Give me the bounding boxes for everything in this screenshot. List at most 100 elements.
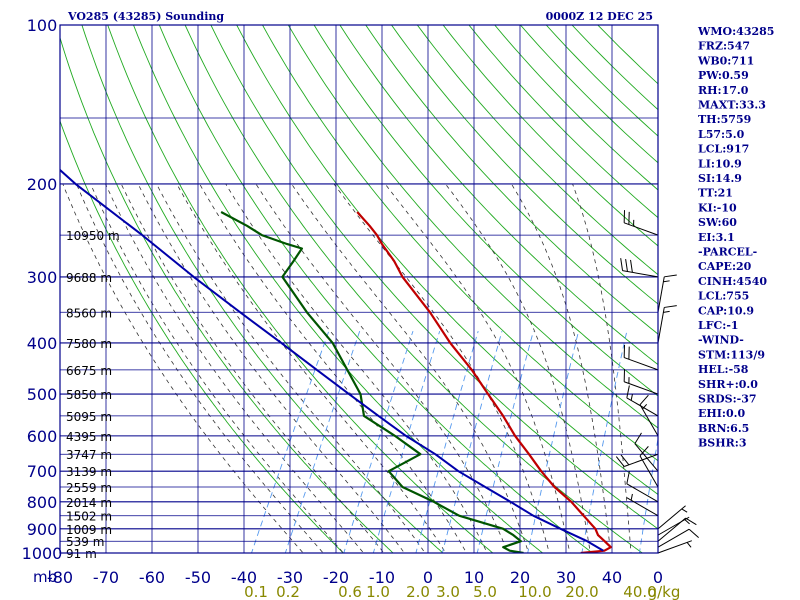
wind-barb-staff — [657, 276, 665, 313]
index-value: CAPE:20 — [698, 260, 752, 273]
wind-barb-staff — [657, 528, 690, 548]
index-value: MAXT:33.3 — [698, 99, 766, 112]
wind-barb-flag — [663, 310, 670, 313]
mixing-ratio-line — [415, 330, 479, 553]
wind-barb — [634, 432, 659, 472]
moist-adiabat-line — [105, 183, 365, 553]
height-label: 3139 m — [66, 465, 112, 479]
dry-adiabat-line — [339, 25, 658, 366]
temperature-line — [356, 211, 612, 553]
dry-adiabat-line — [107, 25, 494, 553]
mixing-ratio-line — [343, 330, 414, 553]
moist-adiabat-line — [176, 183, 447, 553]
wind-barb-flag — [626, 385, 630, 399]
wind-barb-staff — [624, 357, 659, 371]
wind-barb-staff — [624, 222, 659, 236]
index-value: CAP:10.9 — [698, 304, 754, 317]
wind-barb — [639, 394, 659, 437]
wind-barb-flag — [686, 542, 692, 548]
index-value: SW:60 — [698, 216, 737, 229]
wind-barb — [620, 258, 659, 278]
height-label: 2559 m — [66, 481, 112, 495]
mixing-ratio-label: g/kg — [648, 583, 681, 600]
wind-barb — [657, 528, 699, 548]
index-value: TH:5759 — [698, 113, 751, 126]
wind-barb — [657, 274, 677, 313]
mixing-ratio-label: 2.0 — [406, 583, 430, 600]
wind-barb-flag — [639, 394, 649, 406]
mixing-ratio-line — [476, 330, 534, 553]
chart-time: 0000Z 12 DEC 25 — [546, 10, 653, 23]
moist-adiabat-line — [572, 183, 632, 553]
height-label: 4395 m — [66, 430, 112, 444]
pressure-tick-label: 800 — [27, 493, 58, 512]
dry-adiabat-line — [365, 25, 658, 335]
index-value: EHI:0.0 — [698, 407, 745, 420]
temperature-tick-label: -30 — [277, 568, 303, 587]
moist-adiabat-line — [156, 183, 426, 553]
moist-adiabat-line — [90, 183, 344, 553]
parcel-path-line — [60, 168, 604, 552]
wind-barb — [626, 471, 659, 503]
index-value: -WIND- — [698, 334, 744, 347]
index-value: LI:10.9 — [698, 157, 742, 170]
dry-adiabat-line — [184, 25, 644, 553]
wind-barb-flag — [681, 508, 688, 513]
index-value: CINH:4540 — [698, 275, 767, 288]
wind-barb-flag — [626, 471, 630, 484]
wind-barb-flag — [620, 454, 630, 466]
moist-adiabat-line — [384, 183, 571, 553]
wind-barb — [623, 210, 659, 236]
index-value: -PARCEL- — [698, 246, 757, 259]
height-label: 91 m — [66, 547, 97, 561]
wind-barb-flag — [630, 394, 633, 401]
chart-title: VO285 (43285) Sounding — [67, 10, 224, 23]
height-label: 5095 m — [66, 410, 112, 424]
wind-barb-flag — [630, 259, 633, 273]
index-value: KI:-10 — [698, 201, 737, 214]
index-value: TT:21 — [698, 187, 733, 200]
height-label: 6675 m — [66, 364, 112, 378]
temperature-tick-label: -20 — [323, 568, 349, 587]
pressure-tick-label: 900 — [27, 520, 58, 539]
temperature-tick-label: 0 — [653, 568, 663, 587]
wind-barb-flag — [634, 432, 642, 444]
height-label: 8560 m — [66, 306, 112, 320]
mixing-ratio-label: 0.1 — [244, 583, 268, 600]
index-value: LFC:-1 — [698, 319, 739, 332]
index-value: FRZ:547 — [698, 40, 750, 53]
wind-barb-flag — [630, 493, 633, 501]
index-value: SRDS:-37 — [698, 393, 757, 406]
moist-adiabat-line — [225, 183, 488, 553]
temperature-tick-label: 20 — [510, 568, 530, 587]
wind-barb-staff — [657, 505, 686, 530]
wind-barb — [657, 505, 688, 530]
dry-adiabat-line — [60, 36, 394, 553]
wind-barb-staff — [624, 453, 659, 468]
moist-adiabat-line — [137, 183, 405, 553]
wind-barb-staff — [622, 270, 659, 278]
height-label: 10950 m — [66, 229, 120, 243]
wind-barb-flag — [664, 305, 677, 308]
wind-barb — [626, 385, 659, 417]
pressure-tick-label: 1000 — [22, 544, 63, 563]
wind-barb-flag — [684, 519, 690, 525]
pressure-tick-label: 200 — [27, 175, 58, 194]
temperature-tick-label: -70 — [93, 568, 119, 587]
height-label: 7580 m — [66, 337, 112, 351]
temperature-tick-label: 30 — [556, 568, 576, 587]
height-label: 1502 m — [66, 510, 112, 524]
wind-barb — [657, 540, 692, 554]
wind-barb — [623, 369, 659, 395]
wind-barb-staff — [634, 443, 659, 472]
wind-barb-staff — [624, 381, 659, 395]
wind-barb-staff — [639, 455, 659, 488]
height-label: 5850 m — [66, 388, 112, 402]
height-label: 3747 m — [66, 448, 112, 462]
wind-barb-staff — [657, 307, 665, 343]
height-label: 1009 m — [66, 523, 112, 537]
dry-adiabat-line — [133, 25, 544, 553]
wind-barb-staff — [639, 404, 659, 437]
pressure-tick-label: 500 — [27, 385, 58, 404]
